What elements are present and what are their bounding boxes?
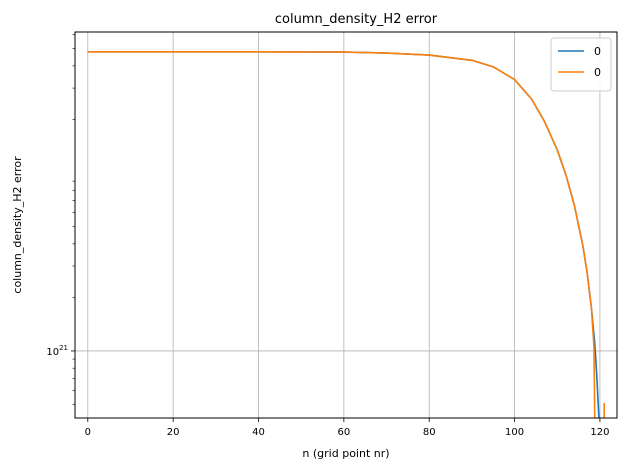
- x-tick-label: 0: [85, 427, 91, 438]
- y-axis-title: column_density_H2 error: [11, 156, 24, 294]
- series-line-1: [87, 50, 596, 418]
- chart-title: column_density_H2 error: [275, 12, 438, 27]
- x-tick-label: 100: [505, 427, 524, 438]
- x-tick-label: 20: [167, 427, 180, 438]
- y-tick-label: 1021: [46, 344, 68, 358]
- grid: [75, 32, 617, 418]
- x-tick-label: 40: [252, 427, 265, 438]
- x-tick-label: 80: [423, 427, 436, 438]
- x-tick-label: 60: [337, 427, 350, 438]
- series-layer: [87, 50, 605, 418]
- legend-label-1: 0: [594, 66, 601, 79]
- plot-frame: [74, 31, 618, 419]
- x-axis-title: n (grid point nr): [302, 447, 389, 460]
- legend-box: [550, 37, 612, 92]
- y-axis: 1021: [46, 34, 75, 405]
- legend: 00: [550, 37, 612, 92]
- x-axis: 0 20 40 60 80 100 120: [85, 418, 609, 438]
- legend-label-0: 0: [594, 45, 601, 58]
- x-tick-label: 120: [590, 427, 609, 438]
